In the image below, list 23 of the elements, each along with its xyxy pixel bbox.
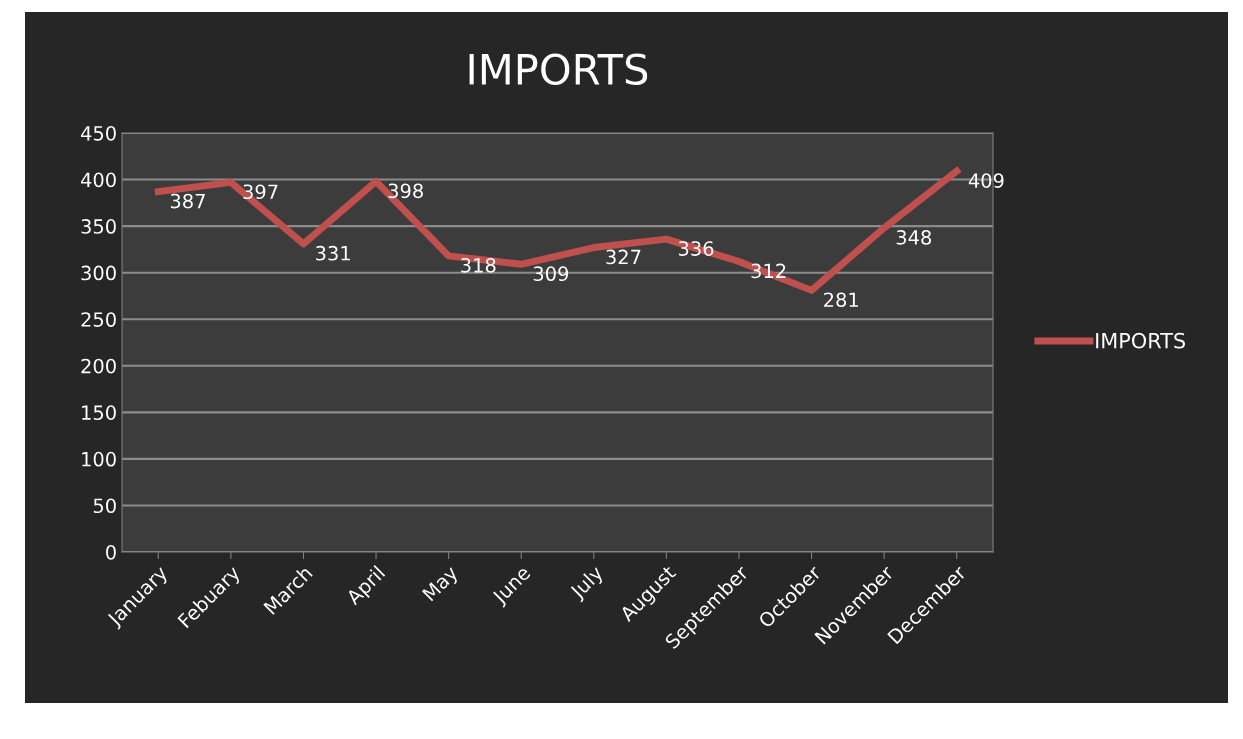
- legend-label: IMPORTS: [1096, 332, 1185, 349]
- y-tick-label: 0: [106, 544, 116, 560]
- data-label: 327: [606, 249, 641, 265]
- y-tick-label: 200: [81, 358, 116, 374]
- data-label: 387: [170, 193, 205, 209]
- data-label: 281: [824, 292, 858, 308]
- data-label: 348: [896, 230, 932, 245]
- data-label: 409: [968, 173, 1004, 188]
- y-tick-label: 350: [81, 219, 116, 234]
- data-label: 331: [316, 245, 350, 261]
- chart-title: IMPORTS: [469, 53, 648, 85]
- data-label: 312: [751, 263, 786, 279]
- y-tick-label: 300: [81, 265, 116, 281]
- data-label: 397: [243, 184, 278, 200]
- y-tick-label: 50: [93, 498, 116, 514]
- y-tick-label: 150: [82, 405, 116, 420]
- data-label: 309: [533, 266, 569, 282]
- data-label: 318: [461, 257, 496, 273]
- data-label: 398: [388, 183, 423, 199]
- y-tick-label: 100: [82, 451, 116, 467]
- y-tick-label: 400: [80, 172, 116, 188]
- y-tick-label: 250: [81, 312, 116, 327]
- y-tick-label: 450: [80, 125, 116, 141]
